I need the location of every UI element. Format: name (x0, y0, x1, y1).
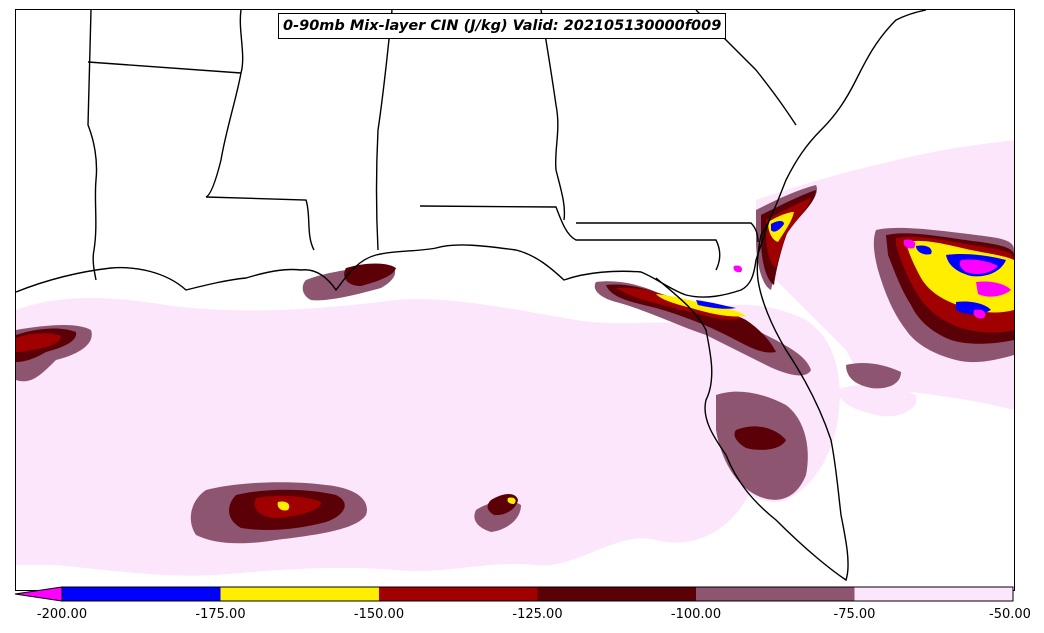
contour-magenta (973, 309, 986, 319)
colorbar-segment (854, 587, 1013, 601)
contour-magenta (959, 259, 998, 274)
border-ms-river (205, 10, 244, 198)
coastline-west (16, 214, 772, 298)
colorbar-tick-label: -150.00 (353, 607, 405, 622)
border-la-ms (205, 196, 315, 251)
contour-red (16, 333, 61, 352)
colorbar-outline (61, 586, 1014, 602)
colorbar-segments (14, 586, 1013, 602)
contour-dark-red (606, 284, 776, 353)
contour-magenta (903, 239, 916, 249)
colorbar-segment (62, 587, 221, 601)
border-ms-al (375, 10, 393, 251)
cin-contour-map (16, 10, 1014, 582)
coastline-atlantic (760, 10, 927, 236)
contour-light-pink (16, 298, 770, 576)
cin-contours (16, 140, 1014, 576)
colorbar-segment (696, 587, 855, 601)
contour-dark-red (734, 426, 786, 450)
colorbar-tick-label: -200.00 (36, 607, 88, 622)
contour-red (766, 198, 811, 268)
border-ga-fl (576, 222, 759, 243)
border-al-fl (419, 205, 721, 271)
contour-mauve (846, 362, 901, 389)
contour-dark-red (344, 263, 396, 286)
border-al-ga (540, 10, 566, 221)
colorbar (14, 586, 1014, 602)
contour-light-pink (836, 384, 917, 417)
colorbar-segment (379, 587, 538, 601)
map-panel (15, 9, 1015, 591)
map-title: 0-90mb Mix-layer CIN (J/kg) Valid: 20210… (278, 13, 727, 39)
colorbar-tick-label: -125.00 (512, 607, 563, 622)
colorbar-tick-label: -75.00 (833, 607, 876, 622)
colorbar-segment (537, 587, 696, 601)
contour-yellow (277, 501, 290, 511)
border-tx-la (87, 10, 98, 281)
contour-magenta (733, 265, 743, 273)
contour-yellow (507, 497, 516, 504)
contour-blue (771, 221, 784, 232)
contour-blue (916, 245, 932, 255)
coastline-florida (655, 234, 849, 582)
contour-blue (696, 300, 736, 309)
colorbar-tick-label: -175.00 (195, 607, 246, 622)
border-ar-la (87, 61, 242, 74)
colorbar-segment (220, 587, 379, 601)
colorbar-tick-label: -100.00 (670, 607, 722, 622)
colorbar-extend-triangle (14, 586, 63, 602)
colorbar-tick-label: -50.00 (989, 607, 1031, 622)
contour-magenta (976, 281, 1011, 297)
